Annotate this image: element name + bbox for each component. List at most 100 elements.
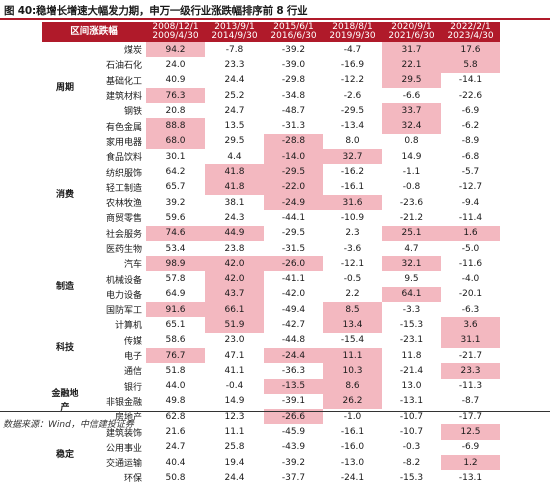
table-row: 消费 家用电器 68.0 29.5 -28.8 8.0 0.8 -8.9 xyxy=(42,133,500,200)
value-cell: 31.1 xyxy=(441,332,500,348)
industry-name: 建筑材料 xyxy=(105,92,142,103)
value-cell: 74.6 xyxy=(146,225,205,241)
table-row: 非银金融 49.8 14.9 -39.1 26.2 -13.1 -8.7 xyxy=(42,393,500,410)
period-start: 2018/8/1 xyxy=(332,22,373,32)
value-cell: 29.5 xyxy=(382,72,441,88)
value-cell: 43.7 xyxy=(205,286,264,303)
value-cell: 12.3 xyxy=(224,411,245,422)
value-cell: 23.3 xyxy=(224,59,245,70)
value-cell: 53.4 xyxy=(165,243,186,254)
industry-name: 食品饮料 xyxy=(105,153,142,164)
value-cell: 19.4 xyxy=(224,457,245,468)
industry-name: 农林牧渔 xyxy=(105,199,142,210)
value-cell: -26.6 xyxy=(264,409,323,425)
industry-name: 电子 xyxy=(123,352,142,363)
table-row: 石油石化 24.0 23.3 -39.0 -16.9 22.1 5.8 xyxy=(42,57,500,73)
value-cell: -2.6 xyxy=(343,90,362,101)
value-cell: 22.1 xyxy=(382,57,441,73)
value-cell: -5.7 xyxy=(461,167,480,178)
value-cell: 8.5 xyxy=(323,302,382,318)
industry-name: 国防军工 xyxy=(105,306,142,317)
value-cell: -42.0 xyxy=(281,289,306,300)
group-label: 制造 xyxy=(55,281,74,292)
value-cell: 58.6 xyxy=(165,335,186,346)
value-cell: 76.7 xyxy=(146,347,205,364)
value-cell: 17.6 xyxy=(441,42,500,58)
value-cell: -8.9 xyxy=(461,136,480,147)
value-cell: 98.9 xyxy=(146,256,205,272)
value-cell: -4.0 xyxy=(461,274,480,285)
value-cell: -5.0 xyxy=(461,243,480,254)
table-row: 电力设备 64.9 43.7 -42.0 2.2 64.1 -20.1 xyxy=(42,286,500,303)
value-cell: 24.0 xyxy=(165,59,186,70)
value-cell: 64.2 xyxy=(165,167,186,178)
value-cell: -24.1 xyxy=(340,472,365,483)
value-cell: 32.1 xyxy=(382,256,441,272)
value-cell: 12.5 xyxy=(441,424,500,440)
value-cell: -36.3 xyxy=(281,365,306,376)
value-cell: -17.7 xyxy=(458,411,483,422)
value-cell: -4.7 xyxy=(343,44,362,55)
value-cell: 14.9 xyxy=(224,396,245,407)
value-cell: -13.4 xyxy=(340,121,365,132)
value-cell: 4.7 xyxy=(404,243,419,254)
value-cell: -0.8 xyxy=(402,182,421,193)
value-cell: 88.8 xyxy=(146,118,205,134)
value-cell: -41.1 xyxy=(281,274,306,285)
value-cell: -0.3 xyxy=(402,442,421,453)
value-cell: -24.4 xyxy=(264,347,323,364)
value-cell: 65.7 xyxy=(165,182,186,193)
group-label: 周期 xyxy=(55,82,74,93)
table-row: 周期 煤炭 94.2 -7.8 -39.2 -4.7 31.7 17.6 xyxy=(42,42,500,93)
value-cell: 3.6 xyxy=(441,317,500,333)
table-row: 公用事业 24.7 25.8 -43.9 -16.0 -0.3 -6.9 xyxy=(42,440,500,455)
table-row: 轻工制造 65.7 41.8 -22.0 -16.1 -0.8 -12.7 xyxy=(42,179,500,195)
value-cell: -6.8 xyxy=(461,151,480,162)
value-cell: 24.7 xyxy=(165,442,186,453)
value-cell: 76.3 xyxy=(146,87,205,104)
value-cell: 26.2 xyxy=(323,393,382,410)
value-cell: -13.1 xyxy=(399,396,424,407)
value-cell: -6.2 xyxy=(461,121,480,132)
value-cell: -37.7 xyxy=(281,472,306,483)
value-cell: 30.1 xyxy=(165,151,186,162)
value-cell: -23.6 xyxy=(399,197,424,208)
value-cell: 51.8 xyxy=(165,365,186,376)
value-cell: -1.1 xyxy=(402,167,421,178)
value-cell: 23.0 xyxy=(224,335,245,346)
value-cell: -13.5 xyxy=(264,378,323,394)
period-end: 2016/6/30 xyxy=(270,31,317,41)
group-label: 消费 xyxy=(55,189,74,200)
table-row: 科技 计算机 65.1 51.9 -42.7 13.4 -15.3 3.6 xyxy=(42,317,500,353)
value-cell: 23.3 xyxy=(441,363,500,379)
value-cell: 49.8 xyxy=(165,396,186,407)
industry-name: 机械设备 xyxy=(105,275,142,286)
value-cell: -14.0 xyxy=(264,149,323,165)
value-cell: -11.3 xyxy=(458,381,483,392)
industry-name: 传媒 xyxy=(123,336,142,347)
value-cell: 5.8 xyxy=(441,57,500,73)
value-cell: 2.3 xyxy=(345,228,360,239)
value-cell: -13.0 xyxy=(340,457,365,468)
value-cell: -10.7 xyxy=(399,427,424,438)
value-cell: -11.4 xyxy=(458,212,483,223)
value-cell: -39.2 xyxy=(281,457,306,468)
value-cell: -26.0 xyxy=(264,256,323,272)
value-cell: 68.0 xyxy=(146,133,205,150)
value-cell: 23.8 xyxy=(224,243,245,254)
value-cell: -31.5 xyxy=(281,243,306,254)
value-cell: 91.6 xyxy=(146,302,205,318)
industry-name: 钢铁 xyxy=(123,107,142,118)
value-cell: -12.2 xyxy=(340,75,365,86)
value-cell: -6.9 xyxy=(461,442,480,453)
period-end: 2023/4/30 xyxy=(447,31,494,41)
industry-name: 电力设备 xyxy=(105,290,142,301)
value-cell: 40.9 xyxy=(165,75,186,86)
value-cell: -0.4 xyxy=(225,381,244,392)
industry-name: 计算机 xyxy=(114,321,142,332)
value-cell: -6.9 xyxy=(461,105,480,116)
value-cell: 0.8 xyxy=(404,136,419,147)
value-cell: 1.2 xyxy=(441,455,500,471)
value-cell: -42.7 xyxy=(281,319,306,330)
table-row: 纺织服饰 64.2 41.8 -29.5 -16.2 -1.1 -5.7 xyxy=(42,164,500,180)
